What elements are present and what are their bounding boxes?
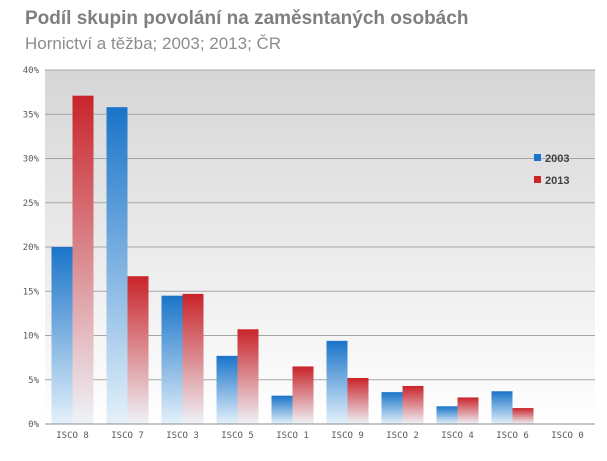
bar-2013 xyxy=(512,408,534,424)
x-tick-label: ISCO 9 xyxy=(331,431,364,441)
y-tick-label: 15% xyxy=(23,287,40,297)
bar-2013 xyxy=(292,366,314,424)
x-tick-label: ISCO 6 xyxy=(496,431,529,441)
bar-2013 xyxy=(347,377,369,424)
bar-2013 xyxy=(182,293,204,424)
bar-2003 xyxy=(51,247,73,424)
y-tick-label: 0% xyxy=(28,420,39,430)
x-tick-label: ISCO 0 xyxy=(551,431,584,441)
y-tick-label: 25% xyxy=(23,199,40,209)
chart-subtitle: Hornictví a těžba; 2003; 2013; ČR xyxy=(25,34,282,53)
bar-2013 xyxy=(127,276,149,424)
bar-2013 xyxy=(72,95,94,424)
y-tick-label: 20% xyxy=(23,243,40,253)
bar-2003 xyxy=(216,355,238,424)
y-tick-label: 10% xyxy=(23,332,40,342)
x-tick-label: ISCO 3 xyxy=(166,431,199,441)
x-tick-label: ISCO 1 xyxy=(276,431,309,441)
y-tick-label: 30% xyxy=(23,155,40,165)
x-tick-label: ISCO 7 xyxy=(111,431,144,441)
y-tick-label: 40% xyxy=(23,66,40,76)
bar-2003 xyxy=(106,107,128,425)
x-tick-label: ISCO 8 xyxy=(56,431,89,441)
bar-2013 xyxy=(237,329,259,424)
y-tick-label: 35% xyxy=(23,110,40,120)
legend-label: 2013 xyxy=(545,175,569,187)
legend-swatch xyxy=(534,176,541,183)
x-tick-label: ISCO 5 xyxy=(221,431,254,441)
bar-2003 xyxy=(271,395,293,424)
chart-title: Podíl skupin povolání na zaměsntaných os… xyxy=(25,8,469,29)
bar-2003 xyxy=(326,340,348,424)
bar-2013 xyxy=(457,397,479,424)
bar-2003 xyxy=(161,295,183,424)
x-tick-label: ISCO 4 xyxy=(441,431,474,441)
bar-2013 xyxy=(402,385,424,424)
y-tick-label: 5% xyxy=(28,376,39,386)
x-tick-label: ISCO 2 xyxy=(386,431,419,441)
legend-swatch xyxy=(534,154,541,161)
bar-2003 xyxy=(436,406,458,424)
legend-label: 2003 xyxy=(545,153,569,165)
bar-2003 xyxy=(381,392,403,424)
bar-2003 xyxy=(491,391,513,424)
